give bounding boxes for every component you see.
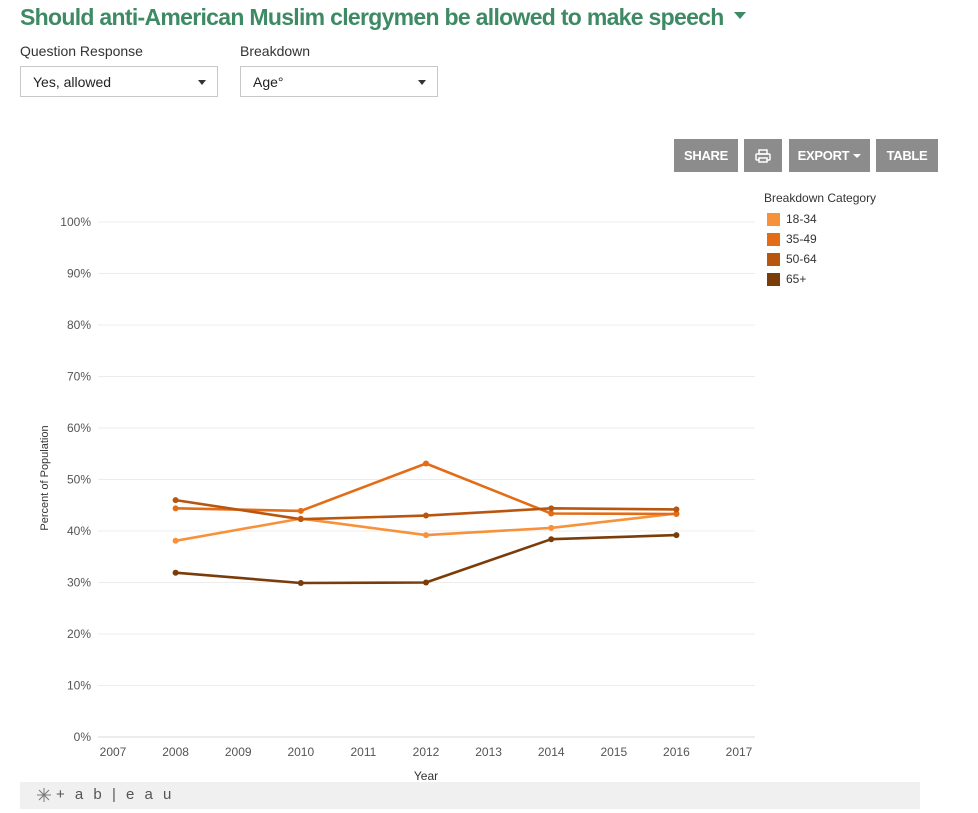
x-tick-label: 2015 xyxy=(600,745,627,759)
table-button-label: TABLE xyxy=(886,148,928,163)
data-point-35-49 xyxy=(172,505,179,512)
legend-swatch xyxy=(767,252,780,266)
legend-swatch xyxy=(767,232,780,246)
breakdown-value: Age° xyxy=(253,74,284,90)
legend: Breakdown Category 18-34 35-49 50-64 65+ xyxy=(764,191,876,289)
data-point-50-64 xyxy=(172,497,179,504)
x-tick-label: 2012 xyxy=(413,745,440,759)
x-tick-label: 2009 xyxy=(225,745,252,759)
data-point-35-49 xyxy=(548,510,555,517)
x-tick-label: 2017 xyxy=(726,745,753,759)
y-tick-label: 30% xyxy=(67,576,91,590)
breakdown-select[interactable]: Age° xyxy=(240,66,438,97)
share-button[interactable]: SHARE xyxy=(674,139,738,172)
chart-title[interactable]: Should anti-American Muslim clergymen be… xyxy=(20,4,746,31)
data-point-65+ xyxy=(548,536,555,543)
tableau-logo[interactable]: + a b | e a u xyxy=(36,786,174,803)
data-point-65+ xyxy=(297,580,304,587)
x-tick-label: 2011 xyxy=(350,745,376,759)
print-button[interactable] xyxy=(744,139,782,172)
printer-icon xyxy=(755,148,771,163)
y-tick-label: 100% xyxy=(60,215,91,229)
export-button-label: EXPORT xyxy=(797,148,850,163)
legend-label: 18-34 xyxy=(786,212,817,226)
question-response-value: Yes, allowed xyxy=(33,74,112,90)
chevron-down-icon xyxy=(418,80,426,85)
title-dropdown-icon[interactable] xyxy=(733,12,746,20)
question-response-select[interactable]: Yes, allowed xyxy=(20,66,218,97)
data-point-50-64 xyxy=(297,516,304,523)
series-line-65+ xyxy=(175,533,677,585)
tableau-brand: + a b | e a u xyxy=(56,786,175,803)
legend-item-18-34[interactable]: 18-34 xyxy=(764,209,876,229)
legend-item-65-plus[interactable]: 65+ xyxy=(764,269,876,289)
caret-down-icon xyxy=(853,153,862,158)
legend-item-50-64[interactable]: 50-64 xyxy=(764,249,876,269)
x-tick-label: 2008 xyxy=(162,745,189,759)
series-line-35-49 xyxy=(175,462,677,516)
y-tick-label: 90% xyxy=(67,267,91,281)
legend-title: Breakdown Category xyxy=(764,191,877,205)
y-tick-label: 70% xyxy=(67,370,91,384)
x-tick-label: 2010 xyxy=(287,745,314,759)
y-tick-label: 80% xyxy=(67,318,91,332)
export-button[interactable]: EXPORT xyxy=(789,139,870,172)
x-tick-label: 2013 xyxy=(475,745,502,759)
line-chart[interactable]: 0% 10% 20% 30% 40% 50% 60% 70% 80% 90% 100% 2007 200… xyxy=(0,180,770,785)
chart-title-text: Should anti-American Muslim clergymen be… xyxy=(20,4,724,30)
data-point-18-34 xyxy=(423,532,429,539)
data-point-18-34 xyxy=(548,524,555,531)
legend-item-35-49[interactable]: 35-49 xyxy=(764,229,876,249)
question-response-label: Question Response xyxy=(20,43,143,59)
tableau-footer: + a b | e a u xyxy=(20,782,920,809)
data-point-18-34 xyxy=(172,537,179,544)
data-point-50-64 xyxy=(673,506,680,513)
x-tick-label: 2016 xyxy=(663,745,690,759)
y-tick-label: 40% xyxy=(67,524,91,538)
legend-label: 65+ xyxy=(786,272,807,286)
tableau-cross-icon xyxy=(37,787,51,802)
x-tick-label: 2014 xyxy=(538,745,565,759)
breakdown-label: Breakdown xyxy=(240,43,311,59)
data-point-65+ xyxy=(423,579,429,586)
data-point-35-49 xyxy=(423,460,429,467)
y-tick-label: 10% xyxy=(67,679,91,693)
data-point-35-49 xyxy=(673,511,680,518)
data-point-65+ xyxy=(673,532,680,539)
data-point-50-64 xyxy=(423,512,429,519)
legend-swatch xyxy=(767,272,780,286)
table-button[interactable]: TABLE xyxy=(876,139,938,172)
x-tick-label: 2007 xyxy=(100,745,127,759)
share-button-label: SHARE xyxy=(683,148,728,163)
y-axis-title: Percent of Population xyxy=(39,425,51,530)
data-point-65+ xyxy=(172,569,179,576)
legend-label: 50-64 xyxy=(786,252,817,266)
y-tick-label: 50% xyxy=(67,473,91,487)
data-point-50-64 xyxy=(548,505,555,512)
chevron-down-icon xyxy=(198,80,206,85)
legend-label: 35-49 xyxy=(786,232,817,246)
x-axis-title: Year xyxy=(414,769,438,783)
legend-swatch xyxy=(767,212,780,226)
y-tick-label: 0% xyxy=(74,730,92,744)
data-point-35-49 xyxy=(297,507,304,514)
y-tick-label: 60% xyxy=(67,421,91,435)
y-tick-label: 20% xyxy=(67,627,91,641)
